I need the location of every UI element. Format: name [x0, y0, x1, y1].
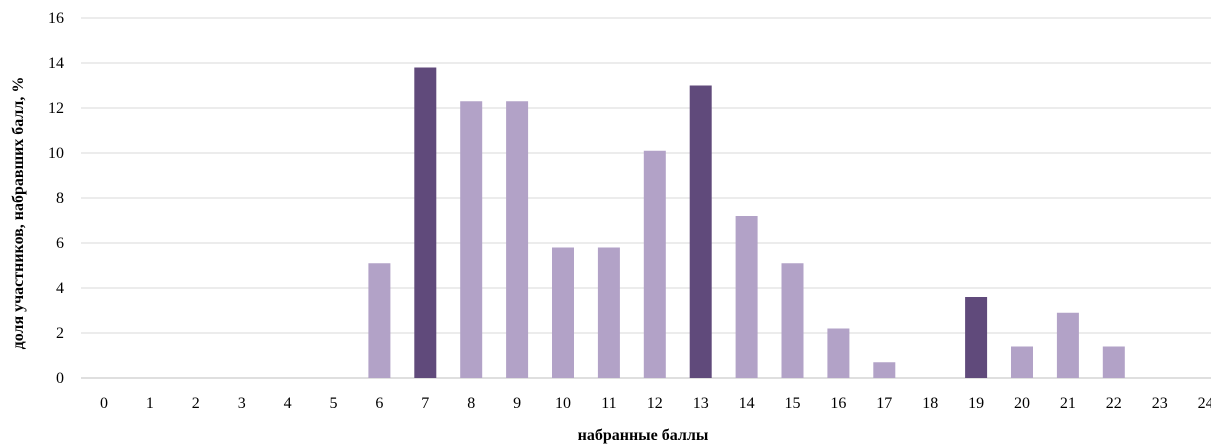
y-tick-label: 10 — [48, 145, 64, 162]
bar-11 — [597, 247, 620, 378]
y-tick-label: 4 — [56, 280, 64, 297]
bar-13 — [689, 85, 712, 378]
y-tick-label: 6 — [56, 235, 64, 252]
x-tick-label: 11 — [601, 395, 616, 412]
x-tick-label: 22 — [1106, 395, 1122, 412]
x-tick-label: 14 — [739, 395, 755, 412]
bar-9 — [506, 101, 529, 378]
x-tick-label: 20 — [1014, 395, 1030, 412]
y-tick-label: 8 — [56, 190, 64, 207]
x-tick-label: 0 — [100, 395, 108, 412]
bar-14 — [735, 216, 758, 378]
x-tick-label: 8 — [467, 395, 475, 412]
x-tick-label: 13 — [693, 395, 709, 412]
bar-19 — [965, 297, 988, 378]
x-tick-label: 7 — [421, 395, 429, 412]
bar-22 — [1102, 346, 1125, 378]
bar-8 — [460, 101, 483, 378]
x-axis-title: набранные баллы — [578, 427, 709, 444]
y-axis-ticks: 0 2 4 6 8 10 12 14 16 — [48, 10, 64, 387]
y-tick-label: 2 — [56, 325, 64, 342]
y-tick-label: 0 — [56, 370, 64, 387]
y-tick-label: 12 — [48, 100, 64, 117]
x-tick-label: 17 — [876, 395, 892, 412]
x-tick-label: 3 — [238, 395, 246, 412]
bar-20 — [1011, 346, 1033, 378]
bars — [368, 67, 1125, 378]
y-tick-label: 14 — [48, 55, 64, 72]
x-tick-label: 5 — [330, 395, 338, 412]
bar-17 — [873, 362, 896, 378]
bar-15 — [781, 263, 804, 378]
x-tick-label: 10 — [555, 395, 571, 412]
x-tick-label: 16 — [830, 395, 846, 412]
x-axis-ticks: 0 1 2 3 4 5 6 7 8 9 10 11 12 13 14 15 16 17 18 19 20 21 22 23 24 — [100, 395, 1211, 412]
x-tick-label: 23 — [1152, 395, 1168, 412]
x-tick-label: 4 — [284, 395, 292, 412]
bar-6 — [368, 263, 391, 378]
x-tick-label: 21 — [1060, 395, 1076, 412]
x-tick-label: 24 — [1198, 395, 1211, 412]
y-axis-title: доля участников, набравших балл, % — [10, 77, 27, 350]
bar-12 — [643, 150, 666, 378]
bar-21 — [1056, 312, 1079, 378]
x-tick-label: 18 — [922, 395, 938, 412]
x-tick-label: 19 — [968, 395, 984, 412]
y-tick-label: 16 — [48, 10, 64, 27]
x-tick-label: 12 — [647, 395, 663, 412]
x-tick-label: 6 — [375, 395, 383, 412]
bar-7 — [414, 67, 437, 378]
x-tick-label: 1 — [146, 395, 154, 412]
bar-16 — [827, 328, 850, 378]
x-tick-label: 9 — [513, 395, 521, 412]
x-tick-label: 2 — [192, 395, 200, 412]
bar-10 — [552, 247, 574, 378]
x-tick-label: 15 — [785, 395, 801, 412]
